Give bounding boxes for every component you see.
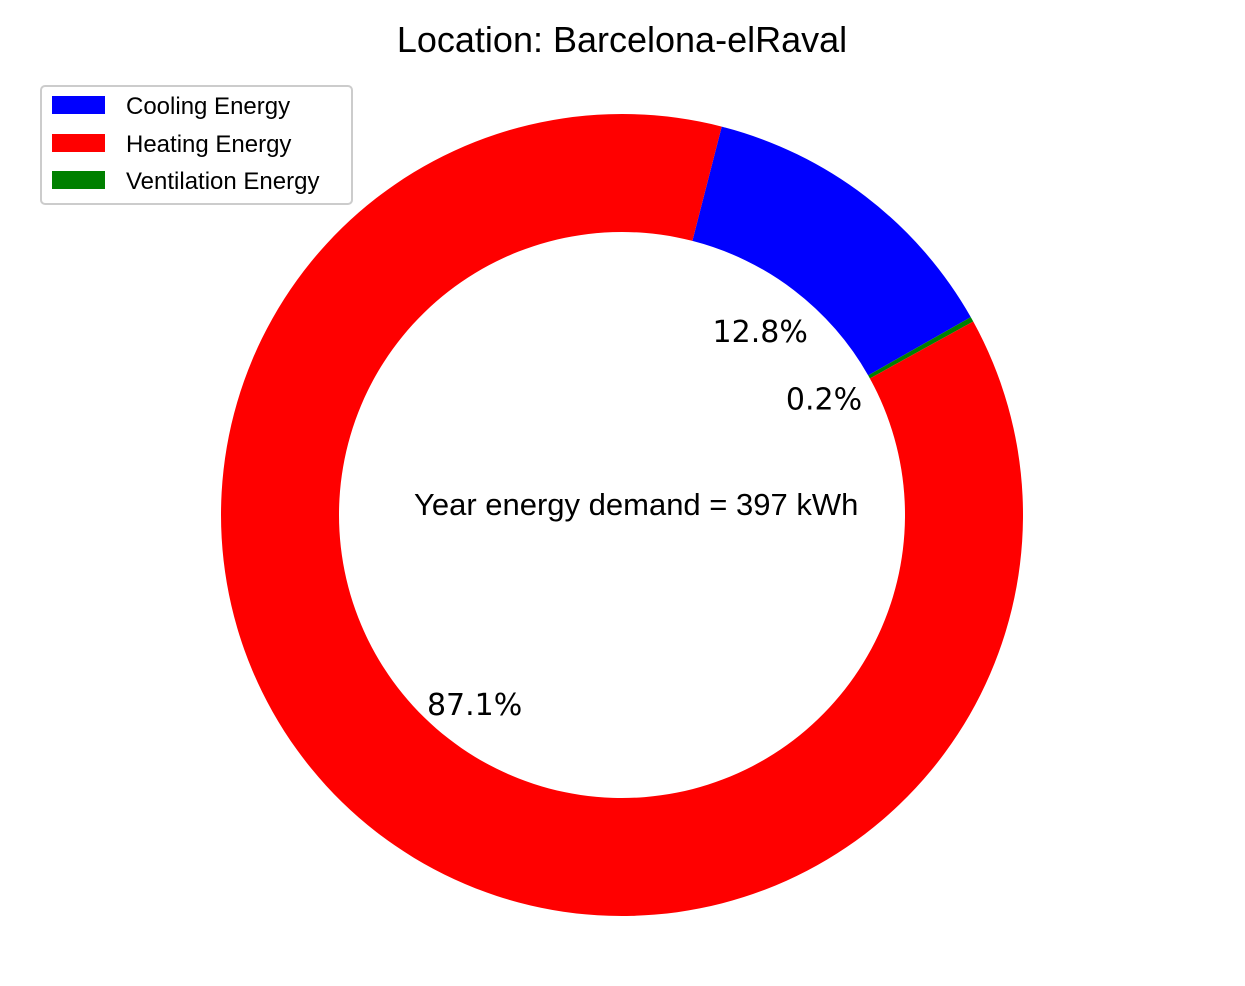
percent-label-ventilation-energy: 0.2%: [786, 383, 862, 418]
donut-slices: [221, 113, 1023, 916]
legend-label-cooling: Cooling Energy: [126, 93, 290, 120]
slice-ventilation-energy: [868, 317, 974, 379]
legend-swatch-ventilation: [52, 171, 105, 189]
percent-label-heating-energy: 87.1%: [427, 688, 522, 723]
slice-cooling-energy: [692, 126, 971, 376]
legend-label-ventilation: Ventilation Energy: [126, 168, 319, 195]
percent-label-cooling-energy: 12.8%: [713, 315, 808, 350]
legend-swatch-heating: [52, 134, 105, 152]
legend-frame: [40, 85, 353, 205]
legend: Cooling Energy Heating Energy Ventilatio…: [40, 85, 353, 205]
percent-labels: 12.8% 0.2% 87.1%: [427, 315, 862, 723]
legend-swatch-cooling: [52, 96, 105, 114]
legend-label-heating: Heating Energy: [126, 131, 291, 158]
slice-heating-energy: [221, 113, 1023, 916]
center-annotation: Year energy demand = 397 kWh: [414, 487, 858, 522]
chart-title: Location: Barcelona-elRaval: [397, 19, 847, 60]
